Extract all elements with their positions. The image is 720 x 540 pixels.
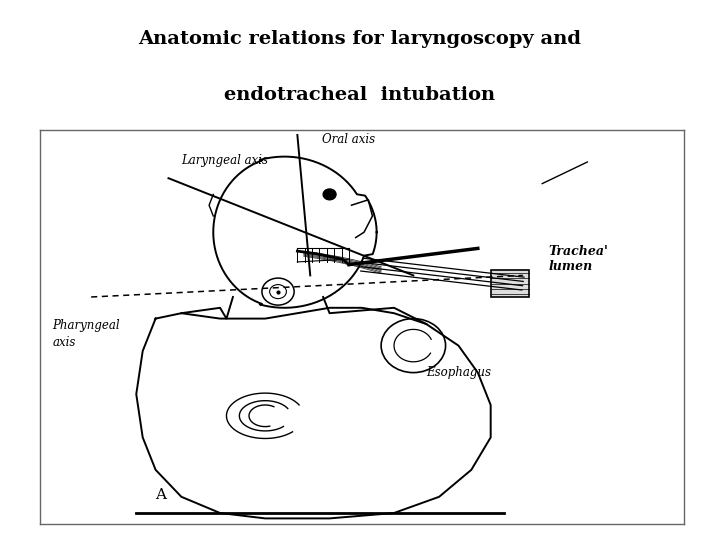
Text: Laryngeal axis: Laryngeal axis: [181, 154, 269, 167]
Text: Anatomic relations for laryngoscopy and: Anatomic relations for laryngoscopy and: [138, 30, 582, 48]
Text: Pharyngeal
axis: Pharyngeal axis: [53, 319, 120, 349]
Circle shape: [270, 285, 287, 299]
Text: A: A: [156, 488, 166, 502]
Circle shape: [381, 319, 446, 373]
Text: Oral axis: Oral axis: [323, 133, 375, 146]
Circle shape: [323, 189, 336, 200]
Text: Esophagus: Esophagus: [426, 366, 491, 379]
Bar: [491, 270, 529, 297]
Text: Trachea'
lumen: Trachea' lumen: [549, 245, 608, 273]
Circle shape: [262, 278, 294, 305]
Text: endotracheal  intubation: endotracheal intubation: [225, 85, 495, 104]
